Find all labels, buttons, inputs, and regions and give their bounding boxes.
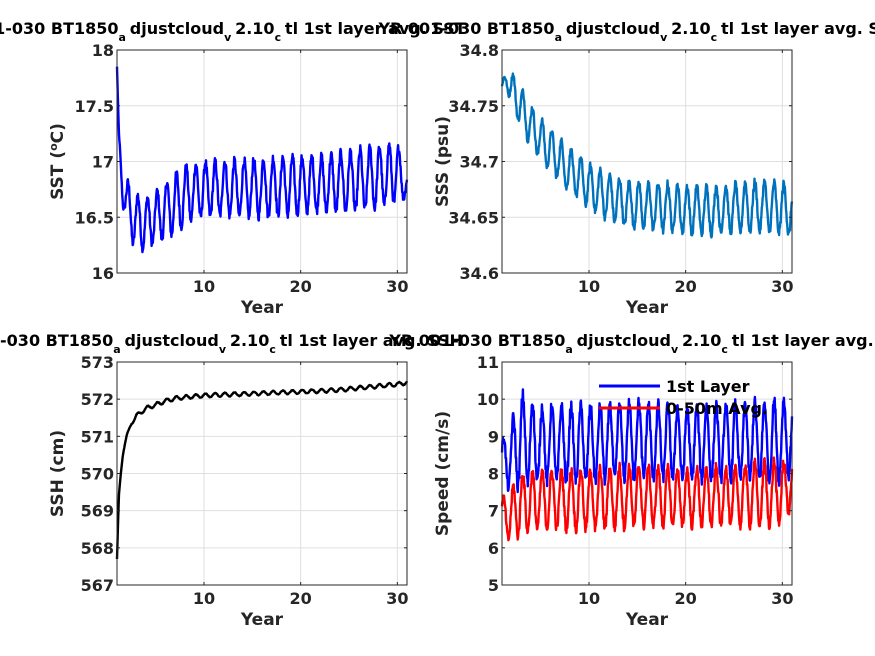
y-tick-label: 34.8 — [460, 41, 499, 60]
x-tick-label: 30 — [386, 277, 408, 296]
x-tick-label: 30 — [386, 589, 408, 608]
x-axis-label: Year — [240, 298, 284, 318]
y-tick-label: 17.5 — [75, 97, 114, 116]
subplot-3: 10 20 30 567 568 569 570 571 572 573 Year SSH (cm) Y… — [0, 331, 463, 630]
title-part: 2.10 — [682, 331, 721, 350]
subplot-title: YR 001-030 BT1850a djustcloudv 2.10c tl … — [0, 19, 466, 44]
y-tick-label: 34.65 — [448, 208, 499, 227]
x-tick-label: 10 — [193, 277, 215, 296]
title-part: v — [219, 343, 230, 356]
y-tick-label: 9 — [488, 427, 499, 446]
title-part: djustcloud — [130, 19, 224, 38]
title-part: a — [565, 343, 576, 356]
title-part: tl 1st layer avg. SSS — [721, 19, 875, 38]
x-tick-label: 30 — [771, 589, 793, 608]
title-part: YR 001-030 BT1850 — [377, 19, 554, 38]
title-part: a — [113, 343, 124, 356]
title-part: 2.10 — [235, 19, 274, 38]
y-label-part: C) — [48, 123, 68, 143]
y-tick-label: 573 — [81, 353, 114, 372]
subplot-title: YR 001-030 BT1850a djustcloudv 2.10c tl … — [0, 331, 463, 356]
y-label-part: o — [47, 143, 60, 151]
y-tick-label: 569 — [81, 502, 114, 521]
title-part: 2.10 — [230, 331, 269, 350]
y-tick-label: 16.5 — [75, 208, 114, 227]
x-tick-label: 30 — [771, 277, 793, 296]
y-tick-label: 6 — [488, 539, 499, 558]
subplot-2: 10 20 30 34.6 34.65 34.7 34.75 34.8 Year SSS (psu… — [377, 19, 875, 318]
subplot-4: 10 20 30 5 6 7 8 9 10 11 Year Speed (cm/s) YR 001-03… — [388, 331, 875, 630]
x-tick-label: 10 — [578, 589, 600, 608]
y-tick-label: 7 — [488, 502, 499, 521]
x-tick-label: 20 — [290, 589, 312, 608]
y-tick-label: 568 — [81, 539, 114, 558]
y-tick-label: 34.6 — [460, 264, 499, 283]
y-tick-label: 11 — [477, 353, 499, 372]
y-tick-label: 571 — [81, 427, 114, 446]
subplot-title: YR 001-030 BT1850a djustcloudv 2.10c tl … — [388, 331, 875, 356]
title-part: v — [660, 31, 671, 44]
title-part: 2.10 — [671, 19, 710, 38]
title-part: a — [119, 31, 130, 44]
y-tick-label: 5 — [488, 576, 499, 595]
x-axis-label: Year — [625, 298, 669, 318]
title-part: v — [224, 31, 235, 44]
x-tick-label: 20 — [290, 277, 312, 296]
y-tick-label: 18 — [92, 41, 114, 60]
x-tick-label: 20 — [675, 277, 697, 296]
series-line-2 — [500, 456, 794, 542]
title-part: a — [555, 31, 566, 44]
legend-label: 0-50m Avg. — [666, 399, 768, 418]
y-axis-label: SSH (cm) — [48, 430, 68, 517]
x-axis-label: Year — [240, 610, 284, 630]
y-tick-label: 572 — [81, 390, 114, 409]
y-tick-label: 570 — [81, 465, 114, 484]
legend-label: 1st Layer — [666, 377, 750, 396]
y-tick-label: 34.7 — [460, 153, 499, 172]
y-axis-label: SST (oC) — [47, 123, 69, 200]
title-part: c — [721, 343, 731, 356]
series-line-1 — [500, 72, 794, 239]
title-part: tl 1st layer avg. SSH — [280, 331, 463, 350]
y-label-part: SST ( — [48, 151, 68, 200]
y-tick-label: 16 — [92, 264, 114, 283]
series-line-1 — [115, 66, 409, 254]
x-tick-label: 20 — [675, 589, 697, 608]
title-part: tl 1st layer avg. S — [732, 331, 875, 350]
title-part: YR 001-030 BT1850 — [388, 331, 565, 350]
title-part: c — [269, 343, 279, 356]
title-part: c — [275, 31, 285, 44]
title-part: c — [711, 31, 721, 44]
y-axis-label: Speed (cm/s) — [433, 411, 453, 536]
y-tick-label: 10 — [477, 390, 499, 409]
subplot-title: YR 001-030 BT1850a djustcloudv 2.10c tl … — [377, 19, 875, 44]
x-tick-label: 10 — [578, 277, 600, 296]
x-tick-label: 10 — [193, 589, 215, 608]
title-part: djustcloud — [577, 331, 671, 350]
title-part: djustcloud — [125, 331, 219, 350]
title-part: YR 001-030 BT1850 — [0, 19, 119, 38]
y-tick-label: 34.75 — [448, 97, 499, 116]
series-line-1 — [115, 380, 409, 560]
title-part: tl 1st layer avg. SST — [285, 19, 466, 38]
x-axis-label: Year — [625, 610, 669, 630]
y-axis-label: SSS (psu) — [433, 116, 453, 207]
subplot-1: 10 20 30 16 16.5 17 17.5 18 Year SST (oC) YR 001-0… — [0, 19, 466, 318]
y-tick-label: 17 — [92, 153, 114, 172]
title-part: v — [671, 343, 682, 356]
y-tick-label: 567 — [81, 576, 114, 595]
title-part: djustcloud — [566, 19, 660, 38]
y-tick-label: 8 — [488, 465, 499, 484]
title-part: YR 001-030 BT1850 — [0, 331, 113, 350]
series-line-1 — [500, 388, 794, 494]
